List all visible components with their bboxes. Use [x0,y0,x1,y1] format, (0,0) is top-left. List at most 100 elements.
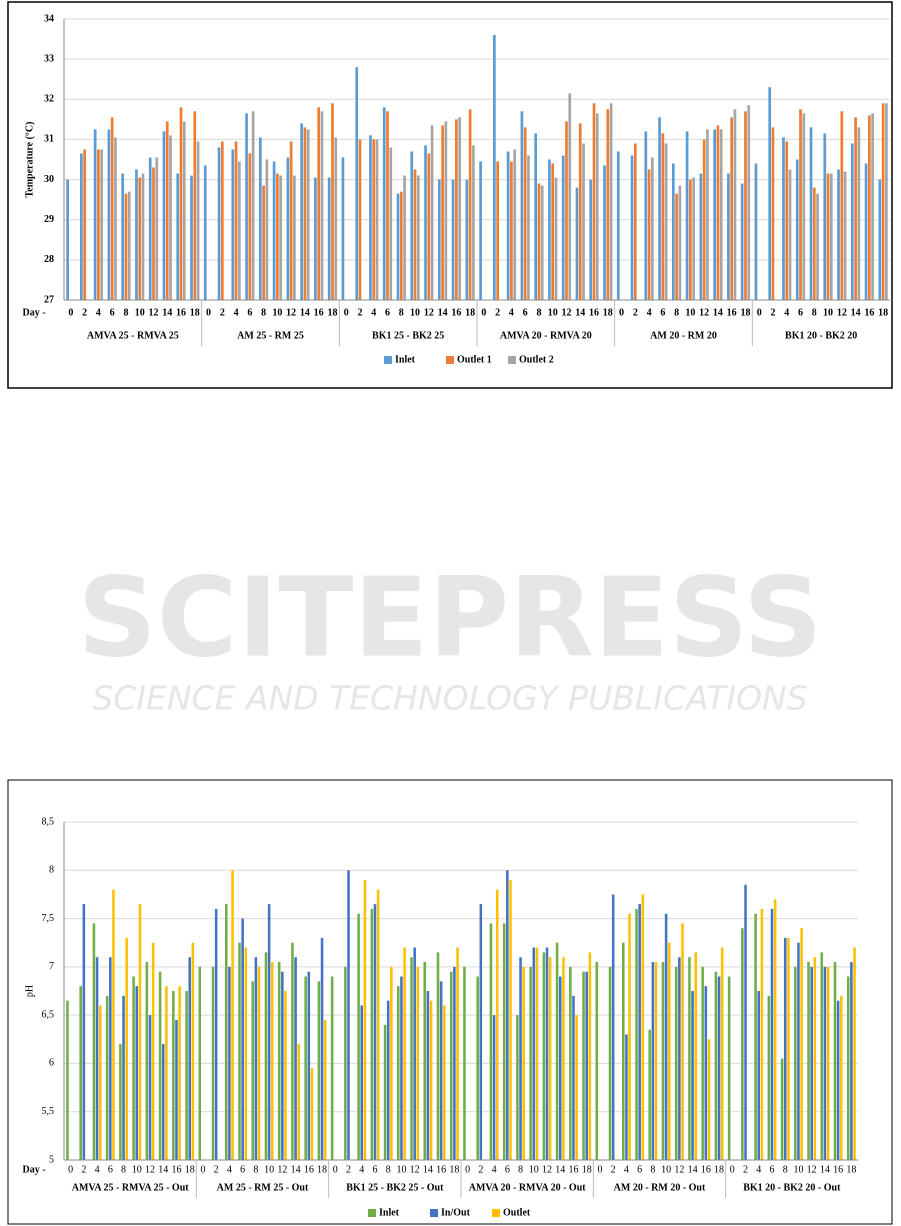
bar [430,125,434,300]
bar [386,111,389,300]
bar [606,109,610,300]
bar [592,103,596,300]
bar [297,1044,301,1160]
bar [370,908,374,1160]
bar [373,904,377,1160]
x-tick-label: 16 [171,1164,181,1175]
x-tick-label: 16 [864,307,874,318]
bar [885,103,888,300]
bar [110,117,114,300]
bar [809,127,813,300]
x-tick-label: 2 [82,307,87,318]
x-tick-label: 12 [561,307,571,318]
bar [465,179,469,300]
bar [667,942,671,1160]
x-tick-label: 4 [96,307,101,318]
x-tick-label: 16 [727,307,737,318]
x-tick-label: 2 [81,1164,86,1175]
bar [582,971,585,1160]
x-tick-label: 14 [300,307,310,318]
x-tick-label: 10 [793,1164,803,1175]
bar [369,135,372,300]
bar [396,193,400,300]
x-tick-label: 18 [846,1164,856,1175]
bar [812,187,816,300]
bar [688,957,691,1160]
bar [303,127,307,300]
bar [245,113,248,300]
bar [495,889,499,1160]
bar [733,109,737,300]
y-tick-label: 8 [49,865,54,876]
bar [532,947,536,1160]
bar [220,141,224,300]
bar [360,1005,364,1160]
bar [293,175,296,300]
bar [416,966,420,1160]
bar [190,175,193,300]
bar [383,1024,387,1160]
bar [98,1005,102,1160]
bar [674,966,678,1160]
bar [390,966,393,1160]
x-tick-label: 14 [851,307,861,318]
bar [510,161,513,300]
bar [616,151,620,300]
bar [259,137,262,300]
x-tick-label: 16 [436,1164,446,1175]
group-label: BK1 25 - BK2 25 [372,330,444,341]
x-tick-label: 16 [451,307,461,318]
bar [551,163,555,300]
bar [502,923,506,1160]
bar [441,125,444,300]
bar [410,151,414,300]
bar [211,966,215,1160]
bar [548,957,552,1160]
bar [148,157,152,300]
bar [238,942,241,1160]
bar [400,976,403,1160]
x-tick-label: 10 [132,1164,142,1175]
bar [114,137,117,300]
x-tick-label: 10 [685,307,695,318]
x-tick-label: 18 [714,1164,724,1175]
bar [864,163,868,300]
bar [771,127,775,300]
watermark-title: SCITEPRESS [77,553,822,681]
x-tick-label: 14 [158,1164,168,1175]
bar [727,173,730,300]
x-tick-label: 14 [688,1164,698,1175]
bar [829,173,833,300]
bar [203,165,207,300]
bar [529,966,532,1160]
legend-label: Inlet [379,1207,400,1218]
bar [124,193,128,300]
bar [681,923,684,1160]
x-tick-label: 0 [481,307,486,318]
bar [754,163,758,300]
bar [161,1044,165,1160]
bar [692,177,695,300]
x-tick-label: 16 [833,1164,843,1175]
x-tick-label: 6 [523,307,528,318]
x-tick-label: 10 [272,307,282,318]
x-tick-label: 18 [317,1164,327,1175]
x-tick-label: 10 [396,1164,406,1175]
y-tick-label: 29 [44,214,54,225]
bar [300,123,303,300]
x-tick-label: 10 [529,1164,539,1175]
bar [105,995,109,1160]
bar [198,966,202,1160]
bar [846,976,850,1160]
bar [826,966,830,1160]
x-tick-label: 2 [633,307,638,318]
bar [489,923,493,1160]
bar [520,111,524,300]
bar [744,111,747,300]
bar [542,952,546,1160]
bar [112,889,115,1160]
bar [92,923,96,1160]
y-tick-label: 5 [49,1154,54,1165]
x-tick-label: 18 [327,307,337,318]
bar [254,957,258,1160]
